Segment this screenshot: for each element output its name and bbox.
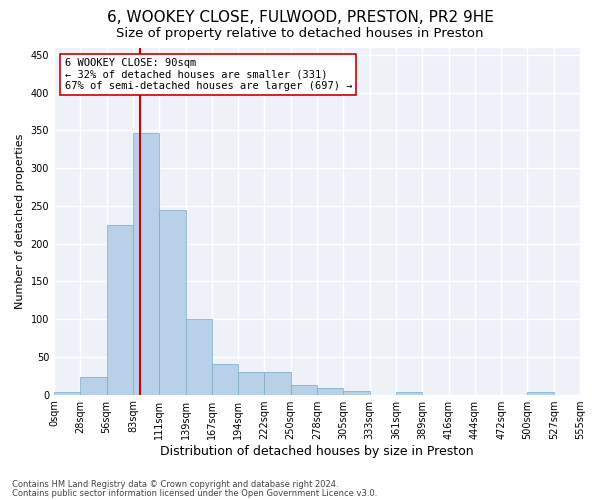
Bar (291, 385, 317, 394)
Bar (212, 364, 238, 394)
Text: 6 WOOKEY CLOSE: 90sqm
← 32% of detached houses are smaller (331)
67% of semi-det: 6 WOOKEY CLOSE: 90sqm ← 32% of detached … (65, 58, 352, 91)
Bar (396, 392, 422, 394)
Y-axis label: Number of detached properties: Number of detached properties (15, 134, 25, 308)
X-axis label: Distribution of detached houses by size in Preston: Distribution of detached houses by size … (160, 444, 474, 458)
Bar (54, 392, 80, 394)
Bar (527, 392, 554, 394)
Text: Contains HM Land Registry data © Crown copyright and database right 2024.: Contains HM Land Registry data © Crown c… (12, 480, 338, 489)
Bar (265, 372, 291, 394)
Text: 6, WOOKEY CLOSE, FULWOOD, PRESTON, PR2 9HE: 6, WOOKEY CLOSE, FULWOOD, PRESTON, PR2 9… (107, 10, 493, 25)
Bar (343, 391, 370, 394)
Bar (185, 319, 212, 394)
Text: Size of property relative to detached houses in Preston: Size of property relative to detached ho… (116, 28, 484, 40)
Text: Contains public sector information licensed under the Open Government Licence v3: Contains public sector information licen… (12, 488, 377, 498)
Bar (80, 377, 107, 394)
Bar (159, 210, 185, 394)
Bar (133, 133, 159, 394)
Bar (317, 388, 343, 394)
Bar (107, 225, 133, 394)
Bar (238, 372, 265, 394)
